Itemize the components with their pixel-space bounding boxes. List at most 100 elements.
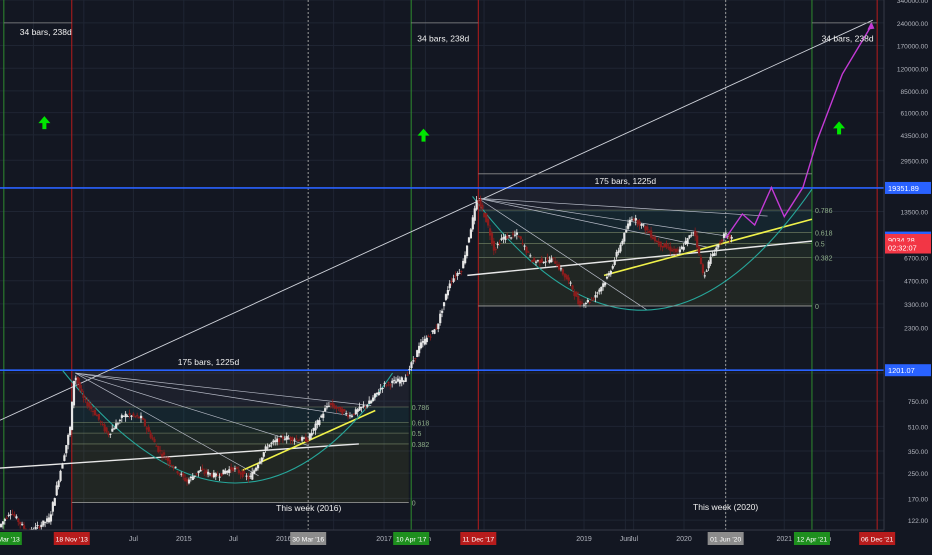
candle-body [385,384,388,386]
candle-body [186,479,189,482]
candle-body [533,258,536,262]
candle-body [721,239,724,242]
candle-body [159,450,162,452]
candle-body [368,400,371,404]
candle-body [256,464,260,469]
candle-body [676,249,680,251]
candle-body [295,438,298,440]
candle-body [212,472,216,478]
candle-body [728,234,731,240]
candle-body [350,415,354,417]
candle-body [552,257,555,259]
candle-body [316,420,319,425]
candle-body [23,525,26,529]
candle-body [80,388,83,392]
candle-body [228,469,231,473]
candle-body [475,200,478,210]
candle-body [76,377,79,384]
candle-body [715,247,718,252]
candle-body [327,405,331,407]
candle-body [529,255,532,257]
price-tick-label: 170.00 [908,496,929,503]
candle-body [366,404,369,407]
fib-level-label: 0 [412,500,416,507]
candle-body [471,217,474,230]
candle-body [318,420,321,426]
fan-line [75,372,309,446]
candle-body [308,433,311,440]
candle-body [138,416,141,419]
candle-body [506,236,509,239]
candle-body [132,413,135,416]
candle-body [312,428,315,431]
candle-body [113,428,116,430]
chart-annotation: 175 bars, 1225d [178,357,240,367]
candle-body [439,313,442,324]
candle-body [540,258,543,263]
candle-body [462,260,465,269]
fan-line [75,372,259,477]
candle-body [404,377,407,382]
candle-body [621,240,624,245]
candle-body [502,237,505,239]
candle-body [82,394,85,399]
candle-body [508,235,511,237]
candle-body [692,232,695,234]
candle-body [567,277,570,282]
support-line [0,443,359,469]
candle-body [143,419,147,426]
candle-body [264,446,267,451]
candle-body [383,382,386,384]
candle-body [730,236,733,239]
candle-body [527,251,530,253]
candle-body [479,198,482,207]
time-tick-label: 2015 [176,536,192,543]
candle-body [696,235,699,248]
fib-level-label: 0.382 [412,442,430,449]
candle-body [525,246,528,253]
candle-body [36,524,39,526]
candle-body [235,467,239,469]
candle-body [166,457,170,462]
candle-body [575,291,578,297]
candle-body [456,273,459,276]
candle-body [15,516,18,519]
candle-body [153,439,156,443]
candle-body [189,476,193,479]
candle-body [500,238,503,241]
candle-body [682,246,685,250]
candle-body [582,304,586,306]
price-axis: 340000.00 240000.00 170000.00 120000.00 8500… [883,0,932,550]
candle-body [671,249,674,252]
candle-body [258,461,262,464]
candle-body [232,467,235,472]
candle-body [410,362,413,369]
candle-body [669,246,672,251]
candle-body [187,479,191,484]
candle-body [724,233,728,235]
candle-body [162,452,166,455]
candle-body [653,236,657,242]
candle-body [535,261,538,263]
candle-body [253,470,256,474]
candle-body [454,275,457,278]
candle-body [224,471,227,474]
candle-body [579,300,582,307]
time-tick-label: 2020 [676,536,692,543]
candle-body [268,444,271,447]
candle-body [260,457,263,462]
candle-body [523,245,526,247]
candle-body [515,232,519,235]
candle-body [329,402,333,405]
candle-body [398,379,402,384]
candle-body [178,473,181,475]
candle-body [661,245,664,248]
candle-body [563,273,566,278]
price-tick-label: 29500.00 [900,158,928,165]
candle-body [333,405,336,409]
candle-body [297,439,300,442]
candle-body [396,378,400,382]
candle-body [116,423,120,425]
